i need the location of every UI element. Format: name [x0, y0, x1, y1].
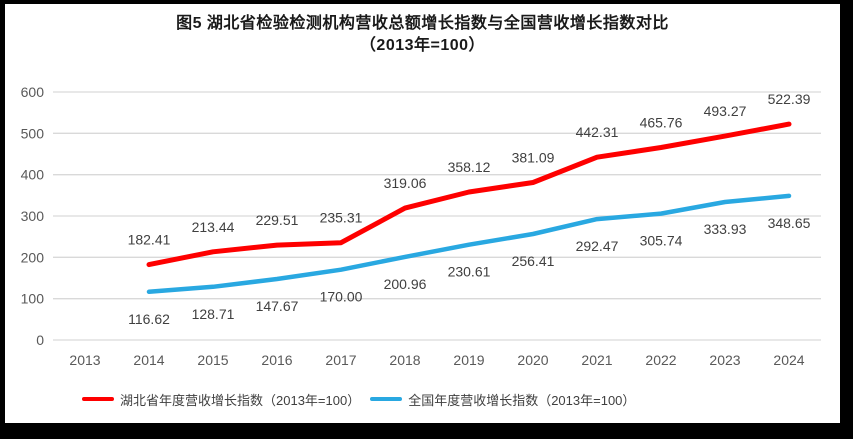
- x-tick-label: 2019: [453, 352, 484, 368]
- chart-title-line1: 图5 湖北省检验检测机构营收总额增长指数与全国营收增长指数对比: [176, 15, 669, 32]
- data-label: 465.76: [640, 114, 683, 130]
- data-label: 381.09: [512, 149, 555, 165]
- data-label: 305.74: [640, 233, 683, 249]
- data-label: 348.65: [768, 215, 811, 231]
- hubei-series-line: [146, 121, 792, 268]
- data-label: 522.39: [768, 91, 811, 107]
- data-label: 333.93: [704, 221, 747, 237]
- y-tick-label: 600: [21, 84, 45, 100]
- x-tick-label: 2023: [709, 352, 740, 368]
- x-tick-label: 2016: [261, 352, 292, 368]
- data-label: 319.06: [384, 175, 427, 191]
- data-label: 256.41: [512, 253, 555, 269]
- national-series-swatch-icon: [370, 397, 403, 401]
- chart-title: 图5 湖北省检验检测机构营收总额增长指数与全国营收增长指数对比 （2013年=1…: [5, 13, 840, 57]
- data-label: 292.47: [576, 238, 619, 254]
- x-tick-label: 2022: [645, 352, 676, 368]
- y-tick-label: 100: [21, 291, 45, 307]
- y-tick-label: 200: [21, 249, 45, 265]
- x-tick-label: 2015: [197, 352, 228, 368]
- hubei-series-swatch-icon: [82, 397, 114, 401]
- y-tick-label: 0: [36, 332, 44, 348]
- data-label: 235.31: [320, 210, 363, 226]
- national-series-line: [146, 193, 792, 295]
- data-label: 200.96: [384, 276, 427, 292]
- x-tick-label: 2013: [69, 352, 100, 368]
- data-label: 147.67: [256, 298, 299, 314]
- y-tick-label: 300: [21, 208, 45, 224]
- data-label: 213.44: [192, 219, 235, 235]
- legend-item-national: 全国年度营收增长指数（2013年=100）: [370, 390, 635, 409]
- chart-title-line2: （2013年=100）: [359, 37, 486, 54]
- data-label: 116.62: [128, 311, 170, 327]
- data-label: 493.27: [704, 103, 747, 119]
- data-label: 229.51: [256, 212, 299, 228]
- legend-label-hubei: 湖北省年度营收增长指数（2013年=100）: [120, 392, 361, 408]
- x-tick-label: 2021: [581, 352, 612, 368]
- data-label: 442.31: [576, 124, 619, 140]
- x-tick-label: 2014: [133, 352, 164, 368]
- line-chart-plot-area: 0 100 200 300 400 500 600 2013 2014 2015 2016 2017 2…: [21, 84, 821, 368]
- legend-label-national: 全国年度营收增长指数（2013年=100）: [408, 392, 636, 408]
- data-label: 230.61: [448, 264, 491, 280]
- x-tick-label: 2024: [773, 352, 804, 368]
- x-tick-label: 2020: [517, 352, 548, 368]
- chart-legend: 湖北省年度营收增长指数（2013年=100） 全国年度营收增长指数（2013年=…: [82, 390, 635, 408]
- x-tick-label: 2017: [325, 352, 356, 368]
- y-tick-label: 400: [21, 167, 45, 183]
- y-tick-label: 500: [21, 125, 45, 141]
- data-label: 182.41: [128, 232, 171, 248]
- data-label: 128.71: [192, 306, 235, 322]
- legend-item-hubei: 湖北省年度营收增长指数（2013年=100）: [82, 390, 360, 409]
- data-label: 170.00: [320, 289, 363, 305]
- x-tick-label: 2018: [389, 352, 420, 368]
- data-label: 358.12: [448, 159, 491, 175]
